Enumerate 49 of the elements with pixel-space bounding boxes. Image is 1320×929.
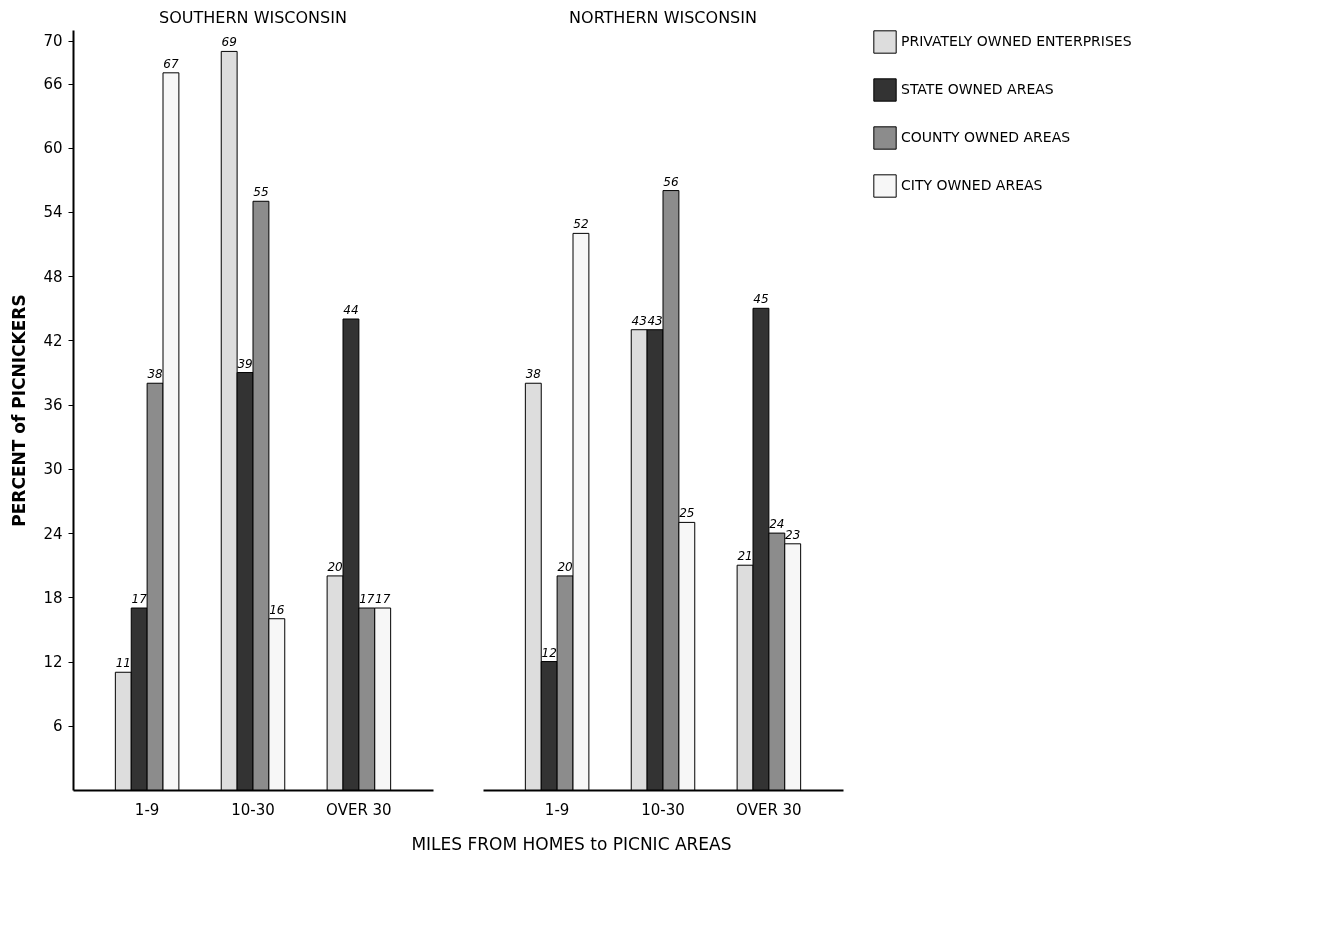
data-label: 38 <box>147 367 164 382</box>
y-tick-label: 6 <box>52 717 63 736</box>
y-tick-label: 42 <box>43 331 63 350</box>
data-label: 56 <box>663 174 679 189</box>
data-label: 38 <box>525 367 542 382</box>
data-label: 20 <box>557 559 574 574</box>
data-label: 17 <box>375 592 391 607</box>
data-label: 52 <box>573 217 589 232</box>
data-label: 67 <box>163 56 179 71</box>
y-tick-label: 36 <box>43 396 63 415</box>
data-label: 12 <box>541 645 557 660</box>
data-label: 21 <box>737 549 753 564</box>
data-label: 11 <box>115 656 131 671</box>
data-label: 24 <box>769 517 785 532</box>
x-tick-label: OVER 30 <box>736 800 802 819</box>
legend-label: CITY OWNED AREAS <box>901 177 1043 193</box>
data-label: 16 <box>269 602 285 617</box>
data-label: 20 <box>327 559 344 574</box>
x-tick-label: 1-9 <box>134 800 160 819</box>
y-tick-label: 12 <box>43 653 63 672</box>
y-axis-title: PERCENT of PICNICKERS <box>9 294 30 527</box>
legend-label: STATE OWNED AREAS <box>901 81 1054 97</box>
x-tick-label: 10-30 <box>641 800 685 819</box>
data-label: 25 <box>679 506 695 521</box>
y-tick-label: 18 <box>43 588 63 607</box>
x-tick-label: 10-30 <box>231 800 275 819</box>
data-label: 43 <box>647 313 663 328</box>
data-label: 55 <box>253 185 269 200</box>
data-label: 43 <box>631 313 647 328</box>
y-tick-label: 30 <box>43 460 63 479</box>
x-tick-label: OVER 30 <box>326 800 392 819</box>
y-tick-label: 54 <box>43 203 63 222</box>
x-axis-title: MILES FROM HOMES to PICNIC AREAS <box>411 834 732 854</box>
data-label: 17 <box>359 592 375 607</box>
y-tick-label: 48 <box>43 267 63 286</box>
data-label: 69 <box>221 35 237 50</box>
legend-label: COUNTY OWNED AREAS <box>901 129 1071 145</box>
y-tick-label: 70 <box>43 32 63 51</box>
y-tick-label: 60 <box>43 139 63 158</box>
x-tick-label: 1-9 <box>544 800 570 819</box>
legend-label: PRIVATELY OWNED ENTERPRISES <box>901 33 1132 49</box>
y-tick-label: 66 <box>43 75 63 94</box>
data-label: 45 <box>753 292 769 307</box>
chart-title: NORTHERN WISCONSIN <box>569 8 757 27</box>
y-tick-label: 24 <box>43 524 63 543</box>
data-label: 23 <box>785 527 801 542</box>
data-label: 17 <box>131 592 148 607</box>
chart-title: SOUTHERN WISCONSIN <box>159 8 347 27</box>
data-label: 44 <box>343 303 359 318</box>
